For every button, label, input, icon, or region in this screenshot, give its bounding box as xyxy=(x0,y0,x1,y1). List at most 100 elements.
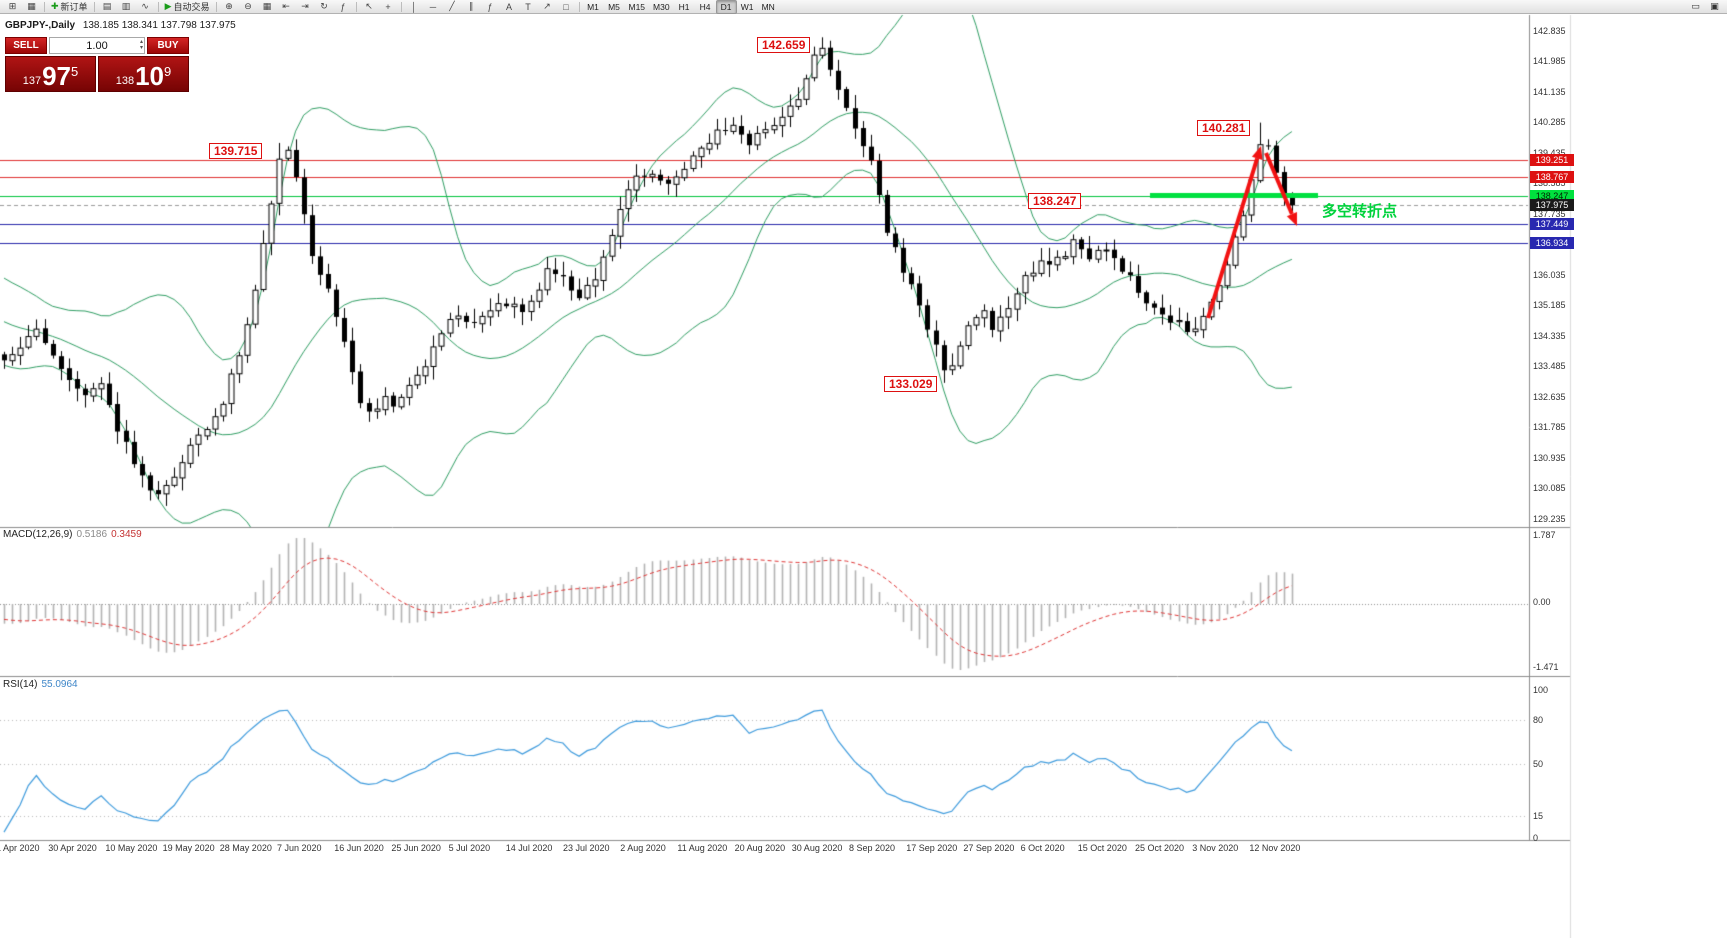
line-chart-button[interactable]: ∿ xyxy=(136,0,155,14)
zoom-in-button[interactable]: ⊕ xyxy=(220,0,239,14)
price-annotation[interactable]: 138.247 xyxy=(1028,193,1082,209)
volume-up-icon[interactable]: ▴ xyxy=(139,39,143,45)
macd-name: MACD(12,26,9) xyxy=(3,529,73,540)
refresh-icon: ↻ xyxy=(320,1,328,11)
volume-value: 1.00 xyxy=(86,39,108,52)
buy-price-big: 10 xyxy=(135,61,165,91)
vertical-line-icon: │ xyxy=(411,1,417,12)
price-badge: 138.767 xyxy=(1530,170,1574,183)
trade-panel-controls: SELL 1.00 ▴ ▾ BUY xyxy=(5,37,189,54)
new-order-button[interactable]: ✚ 新订单 xyxy=(48,0,91,14)
new-chart-icon: ⊞ xyxy=(8,1,17,11)
rsi-axis-label: 50 xyxy=(1533,759,1544,769)
sell-price-box[interactable]: 137 97 5 xyxy=(5,56,96,92)
chart-shift-button[interactable]: ⇤ xyxy=(277,0,296,14)
symbol-name: GBPJPY-,Daily xyxy=(5,20,76,31)
volume-down-icon[interactable]: ▾ xyxy=(139,45,143,51)
toolbar-separator xyxy=(355,1,357,12)
trendline-button[interactable]: ╱ xyxy=(443,0,462,14)
shapes-button[interactable]: □ xyxy=(557,0,576,14)
price-axis-tick: 136.035 xyxy=(1533,269,1566,280)
zoom-in-icon: ⊕ xyxy=(225,1,233,11)
channel-icon: ∥ xyxy=(468,1,474,11)
date-axis-label: 2 Aug 2020 xyxy=(620,843,666,853)
text-label-button[interactable]: A xyxy=(500,0,519,14)
rsi-axis-label: 80 xyxy=(1533,714,1544,725)
autotrading-button[interactable]: ▶ 自动交易 xyxy=(162,0,213,14)
candlestick-chart-button[interactable]: ▥ xyxy=(117,0,136,14)
price-axis-tick: 142.835 xyxy=(1533,26,1566,36)
price-axis-tick: 133.485 xyxy=(1533,361,1566,372)
price-axis-tick: 137.735 xyxy=(1533,208,1566,219)
timeframe-m30[interactable]: M30 xyxy=(653,1,670,12)
fibonacci-button[interactable]: ƒ xyxy=(481,0,500,14)
date-axis-label: 23 Jul 2020 xyxy=(563,843,610,853)
timeframe-h1[interactable]: H1 xyxy=(678,1,690,12)
price-annotation[interactable]: 140.281 xyxy=(1197,120,1251,136)
crosshair-button[interactable]: + xyxy=(379,0,398,14)
macd-main-value: 0.5186 xyxy=(76,529,108,540)
rsi-indicator-label: RSI(14) 55.0964 xyxy=(3,679,78,690)
date-axis-label: 25 Jun 2020 xyxy=(391,843,441,853)
buy-price-pip: 9 xyxy=(164,64,172,79)
volume-input[interactable]: 1.00 ▴ ▾ xyxy=(49,37,145,54)
auto-scroll-button[interactable]: ⇥ xyxy=(296,0,315,14)
timeframe-mn[interactable]: MN xyxy=(761,1,775,12)
bar-chart-button[interactable]: ▤ xyxy=(98,0,117,14)
indicators-button[interactable]: ƒ xyxy=(334,0,353,14)
date-axis-label: 30 Aug 2020 xyxy=(791,843,843,853)
data-window-icon[interactable]: ▭ xyxy=(1691,1,1700,11)
new-chart-button[interactable]: ⊞ xyxy=(3,0,22,14)
current-price-badge: 137.975 xyxy=(1530,199,1574,212)
timeframe-h4[interactable]: H4 xyxy=(699,1,711,12)
refresh-button[interactable]: ↻ xyxy=(315,0,334,14)
price-axis-tick: 134.335 xyxy=(1533,330,1566,341)
buy-button[interactable]: BUY xyxy=(147,37,189,54)
timeframe-d1[interactable]: D1 xyxy=(715,0,737,14)
price-annotation[interactable]: 139.715 xyxy=(209,143,263,159)
ohlc-values: 138.185 138.341 137.798 137.975 xyxy=(82,20,236,31)
price-annotation[interactable]: 142.659 xyxy=(757,37,811,53)
date-axis-label: 28 May 2020 xyxy=(219,843,272,853)
macd-scale-zero: 0.00 xyxy=(1533,597,1551,607)
price-badge: 137.449 xyxy=(1530,218,1574,231)
text-button[interactable]: T xyxy=(519,0,538,14)
timeframe-m5[interactable]: M5 xyxy=(608,1,620,12)
new-order-button: ✚ xyxy=(51,1,59,11)
price-axis-tick: 138.585 xyxy=(1533,178,1566,189)
volume-spinner: ▴ ▾ xyxy=(140,39,143,51)
price-badge: 138.247 xyxy=(1530,189,1574,202)
trend-annotation[interactable]: 多空转折点 xyxy=(1322,203,1398,220)
timeframe-w1[interactable]: W1 xyxy=(740,1,754,12)
profiles-button[interactable]: ▦ xyxy=(22,0,41,14)
date-axis-label: 20 Aug 2020 xyxy=(734,843,786,853)
toolbar-separator xyxy=(157,1,159,12)
channel-button[interactable]: ∥ xyxy=(462,0,481,14)
date-axis-label: 27 Sep 2020 xyxy=(963,843,1015,853)
date-axis-label: 5 Jul 2020 xyxy=(448,843,491,853)
rsi-axis-label: 100 xyxy=(1533,685,1549,695)
rsi-value: 55.0964 xyxy=(41,679,78,690)
arrow-object-button[interactable]: ↗ xyxy=(538,0,557,14)
price-annotation[interactable]: 133.029 xyxy=(884,376,938,392)
buy-price-box[interactable]: 138 10 9 xyxy=(98,56,189,92)
date-axis-label: 12 Nov 2020 xyxy=(1249,843,1301,853)
cursor-button[interactable]: ↖ xyxy=(360,0,379,14)
fibonacci-icon: ƒ xyxy=(487,1,493,12)
new-window-icon[interactable]: ▣ xyxy=(1710,1,1719,11)
sell-button[interactable]: SELL xyxy=(5,37,47,54)
timeframe-m15[interactable]: M15 xyxy=(628,1,646,12)
date-axis-label: 17 Sep 2020 xyxy=(906,843,958,853)
tile-windows-button[interactable]: ▦ xyxy=(258,0,277,14)
rsi-axis-label: 15 xyxy=(1533,810,1544,821)
rsi-axis-label: 0 xyxy=(1533,833,1539,843)
vertical-line-button[interactable]: │ xyxy=(405,0,424,14)
price-badge: 139.251 xyxy=(1530,153,1574,166)
timeframe-m1[interactable]: M1 xyxy=(587,1,599,12)
horizontal-line-button[interactable]: ─ xyxy=(424,0,443,14)
cursor-icon: ↖ xyxy=(365,1,373,11)
text-label-icon: A xyxy=(505,1,512,12)
zoom-out-button[interactable]: ⊖ xyxy=(239,0,258,14)
